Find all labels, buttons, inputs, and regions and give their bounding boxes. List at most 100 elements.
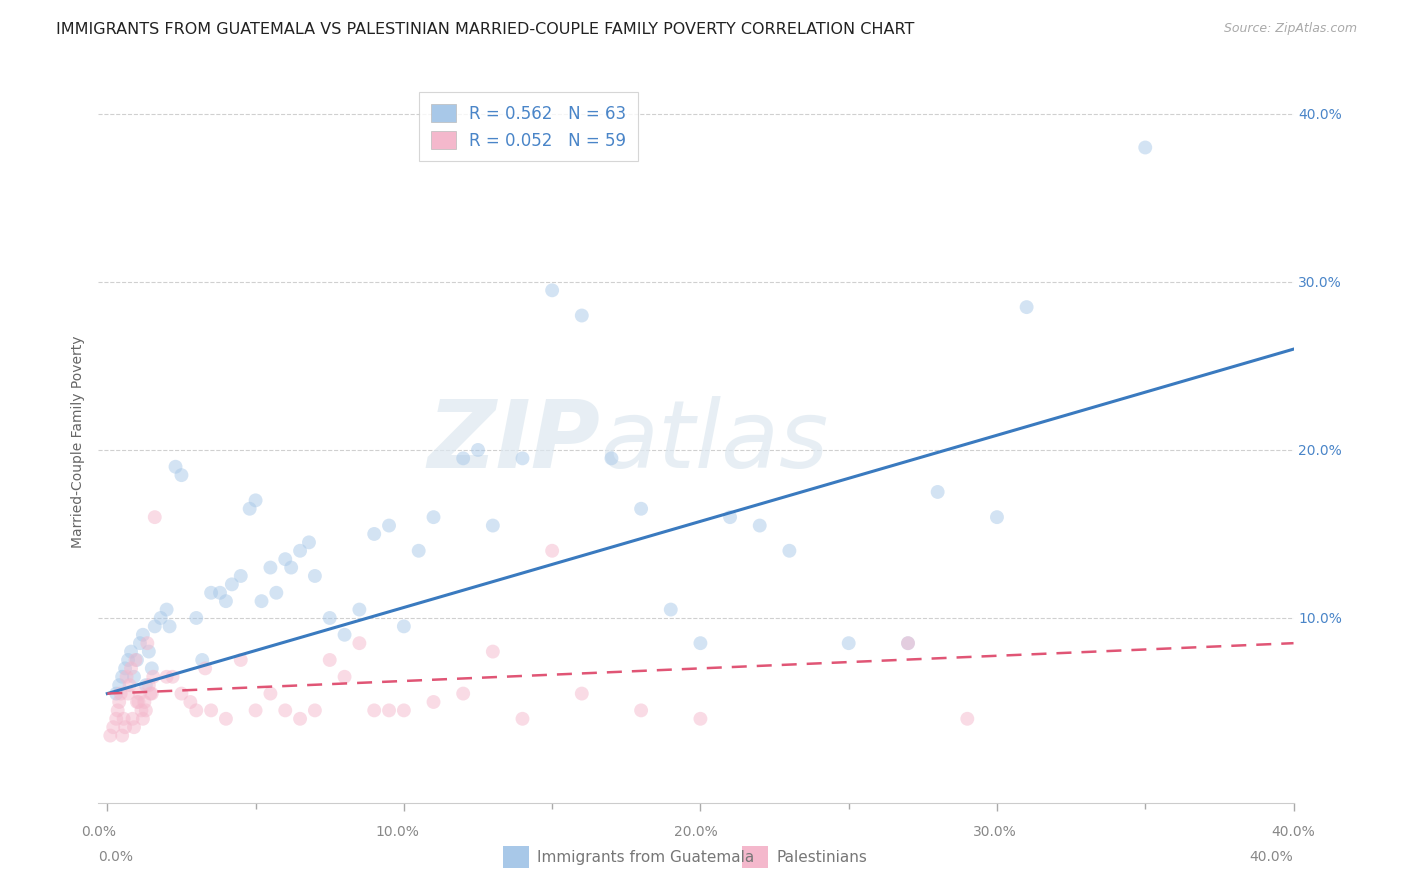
Point	[304, 569, 326, 583]
Point	[115, 670, 138, 684]
Point	[156, 670, 179, 684]
Point	[170, 687, 193, 701]
Point	[229, 569, 252, 583]
Point	[127, 695, 149, 709]
Point	[689, 712, 711, 726]
Point	[349, 602, 371, 616]
Point	[392, 619, 415, 633]
Text: 30.0%: 30.0%	[973, 825, 1017, 839]
Point	[112, 712, 135, 726]
Point	[838, 636, 860, 650]
Point	[134, 695, 156, 709]
Point	[129, 687, 152, 701]
Point	[111, 729, 134, 743]
Point	[162, 670, 184, 684]
Text: 0.0%: 0.0%	[98, 850, 134, 864]
Point	[778, 543, 800, 558]
Point	[259, 560, 281, 574]
Point	[600, 451, 623, 466]
Point	[482, 518, 505, 533]
Point	[107, 703, 129, 717]
Point	[689, 636, 711, 650]
Point	[215, 594, 238, 608]
Point	[266, 586, 288, 600]
Point	[221, 577, 243, 591]
Point	[630, 703, 652, 717]
Point	[149, 611, 172, 625]
Point	[200, 586, 222, 600]
Point	[245, 703, 267, 717]
Point	[250, 594, 273, 608]
Point	[482, 644, 505, 658]
Point	[135, 703, 157, 717]
Point	[170, 468, 193, 483]
Point	[927, 485, 949, 500]
Point	[111, 670, 134, 684]
Point	[132, 628, 155, 642]
Point	[105, 712, 128, 726]
Text: Palestinians: Palestinians	[776, 850, 868, 864]
Point	[114, 720, 136, 734]
Point	[229, 653, 252, 667]
Point	[114, 661, 136, 675]
Point	[117, 687, 139, 701]
Point	[422, 510, 444, 524]
Point	[191, 653, 214, 667]
Point	[349, 636, 371, 650]
Point	[139, 687, 162, 701]
Y-axis label: Married-Couple Family Poverty: Married-Couple Family Poverty	[72, 335, 86, 548]
Point	[512, 712, 534, 726]
Point	[748, 518, 770, 533]
Point	[298, 535, 321, 549]
Point	[143, 619, 166, 633]
Point	[108, 678, 131, 692]
Text: 0.0%: 0.0%	[82, 825, 115, 839]
Point	[142, 670, 165, 684]
Point	[118, 678, 141, 692]
Point	[630, 501, 652, 516]
Text: Immigrants from Guatemala: Immigrants from Guatemala	[537, 850, 755, 864]
Point	[186, 703, 208, 717]
Point	[288, 543, 311, 558]
Point	[363, 527, 385, 541]
Point	[117, 653, 139, 667]
Point	[392, 703, 415, 717]
Point	[125, 653, 148, 667]
Point	[136, 636, 159, 650]
Point	[125, 695, 148, 709]
Text: atlas: atlas	[600, 396, 828, 487]
Point	[135, 678, 157, 692]
Point	[129, 636, 152, 650]
Point	[165, 459, 187, 474]
Legend: R = 0.562   N = 63, R = 0.052   N = 59: R = 0.562 N = 63, R = 0.052 N = 59	[419, 92, 638, 161]
Point	[186, 611, 208, 625]
Point	[121, 712, 143, 726]
Point	[159, 619, 181, 633]
Point	[120, 644, 142, 658]
Point	[422, 695, 444, 709]
Point	[156, 602, 179, 616]
Point	[239, 501, 262, 516]
Point	[1135, 140, 1157, 154]
Point	[718, 510, 741, 524]
Point	[319, 611, 342, 625]
Point	[280, 560, 302, 574]
Point	[179, 695, 201, 709]
Point	[194, 661, 217, 675]
Point	[98, 729, 121, 743]
Point	[215, 712, 238, 726]
Point	[319, 653, 342, 667]
Point	[897, 636, 920, 650]
Text: Source: ZipAtlas.com: Source: ZipAtlas.com	[1223, 22, 1357, 36]
Point	[512, 451, 534, 466]
Point	[105, 687, 128, 701]
Point	[138, 644, 160, 658]
Text: 10.0%: 10.0%	[375, 825, 419, 839]
Point	[571, 687, 593, 701]
Point	[124, 653, 146, 667]
Point	[451, 451, 474, 466]
Point	[333, 628, 356, 642]
Point	[378, 518, 401, 533]
Point	[571, 309, 593, 323]
Point	[956, 712, 979, 726]
